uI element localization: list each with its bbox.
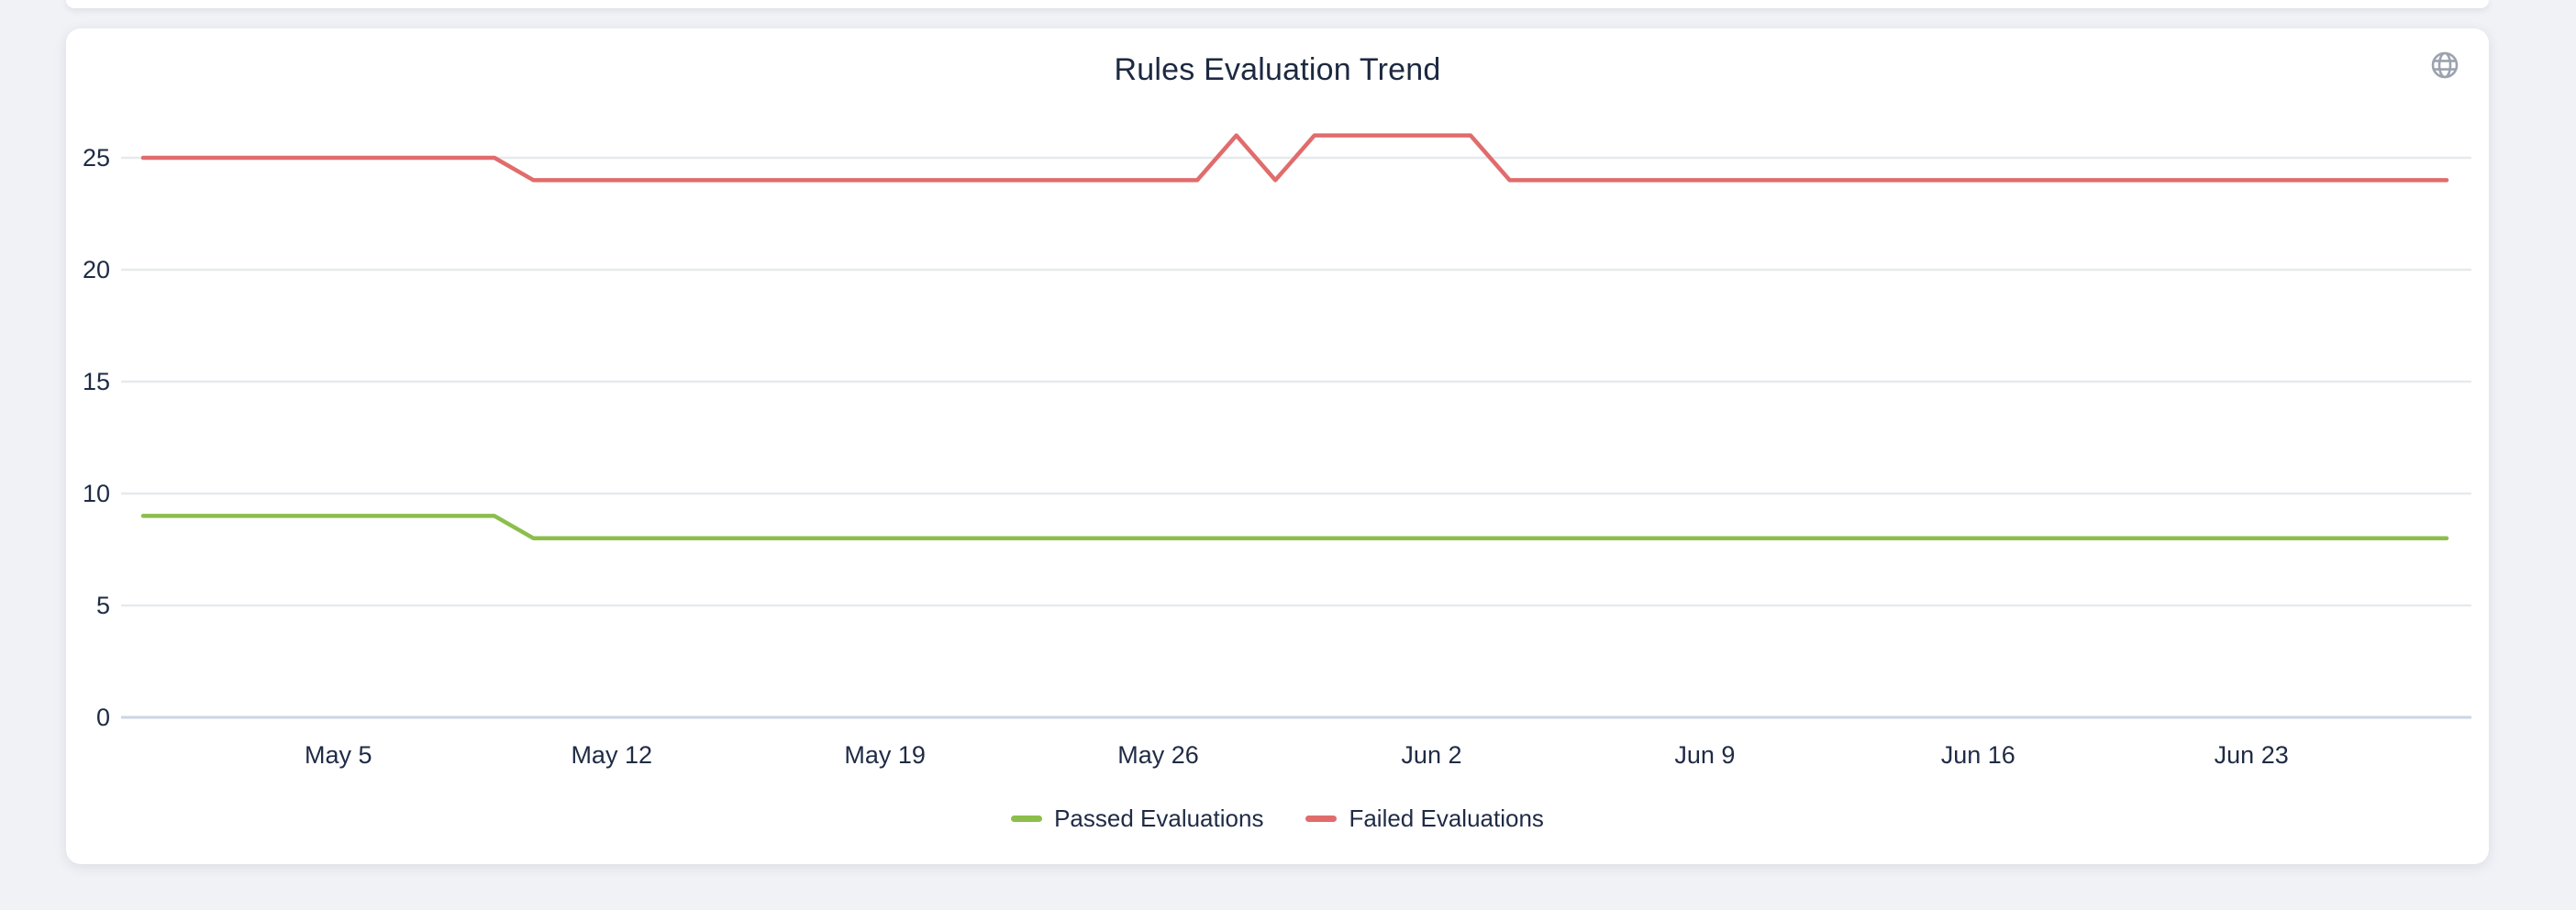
rules-evaluation-trend-card: Rules Evaluation Trend 0 5 10 15 20 25 May 5 Ma… xyxy=(66,28,2489,864)
chart-title: Rules Evaluation Trend xyxy=(1114,52,1441,87)
chart-legend: Passed Evaluations Failed Evaluations xyxy=(66,805,2489,833)
line-chart-plot-area[interactable]: 0 5 10 15 20 25 May 5 May 12 May 19 May 26 Jun 2 Ju… xyxy=(66,28,2489,864)
series-line-passed-evaluations xyxy=(140,514,2449,541)
y-tick-label: 5 xyxy=(96,592,110,619)
y-tick-label: 25 xyxy=(83,144,110,172)
failed-series-swatch xyxy=(1305,816,1338,822)
y-tick-label: 10 xyxy=(83,480,110,507)
x-tick-label: May 5 xyxy=(305,741,372,769)
x-tick-label: Jun 16 xyxy=(1941,741,2015,769)
legend-label: Passed Evaluations xyxy=(1054,805,1264,832)
y-tick-label: 15 xyxy=(83,368,110,395)
x-tick-label: May 12 xyxy=(571,741,652,769)
legend-item-passed-evaluations[interactable]: Passed Evaluations xyxy=(1011,805,1263,833)
y-tick-label: 20 xyxy=(83,256,110,283)
globe-icon xyxy=(2428,49,2461,82)
legend-item-failed-evaluations[interactable]: Failed Evaluations xyxy=(1305,805,1544,833)
x-tick-label: Jun 23 xyxy=(2215,741,2289,769)
legend-label: Failed Evaluations xyxy=(1349,805,1544,832)
x-tick-label: Jun 9 xyxy=(1674,741,1735,769)
y-tick-label: 0 xyxy=(96,704,110,731)
locale-toggle-button[interactable] xyxy=(2428,49,2461,82)
x-tick-label: May 26 xyxy=(1117,741,1199,769)
series-line-failed-evaluations xyxy=(140,133,2449,183)
passed-series-swatch xyxy=(1011,816,1043,822)
x-tick-label: May 19 xyxy=(844,741,926,769)
adjacent-card-edge xyxy=(66,0,2489,8)
x-tick-label: Jun 2 xyxy=(1401,741,1461,769)
